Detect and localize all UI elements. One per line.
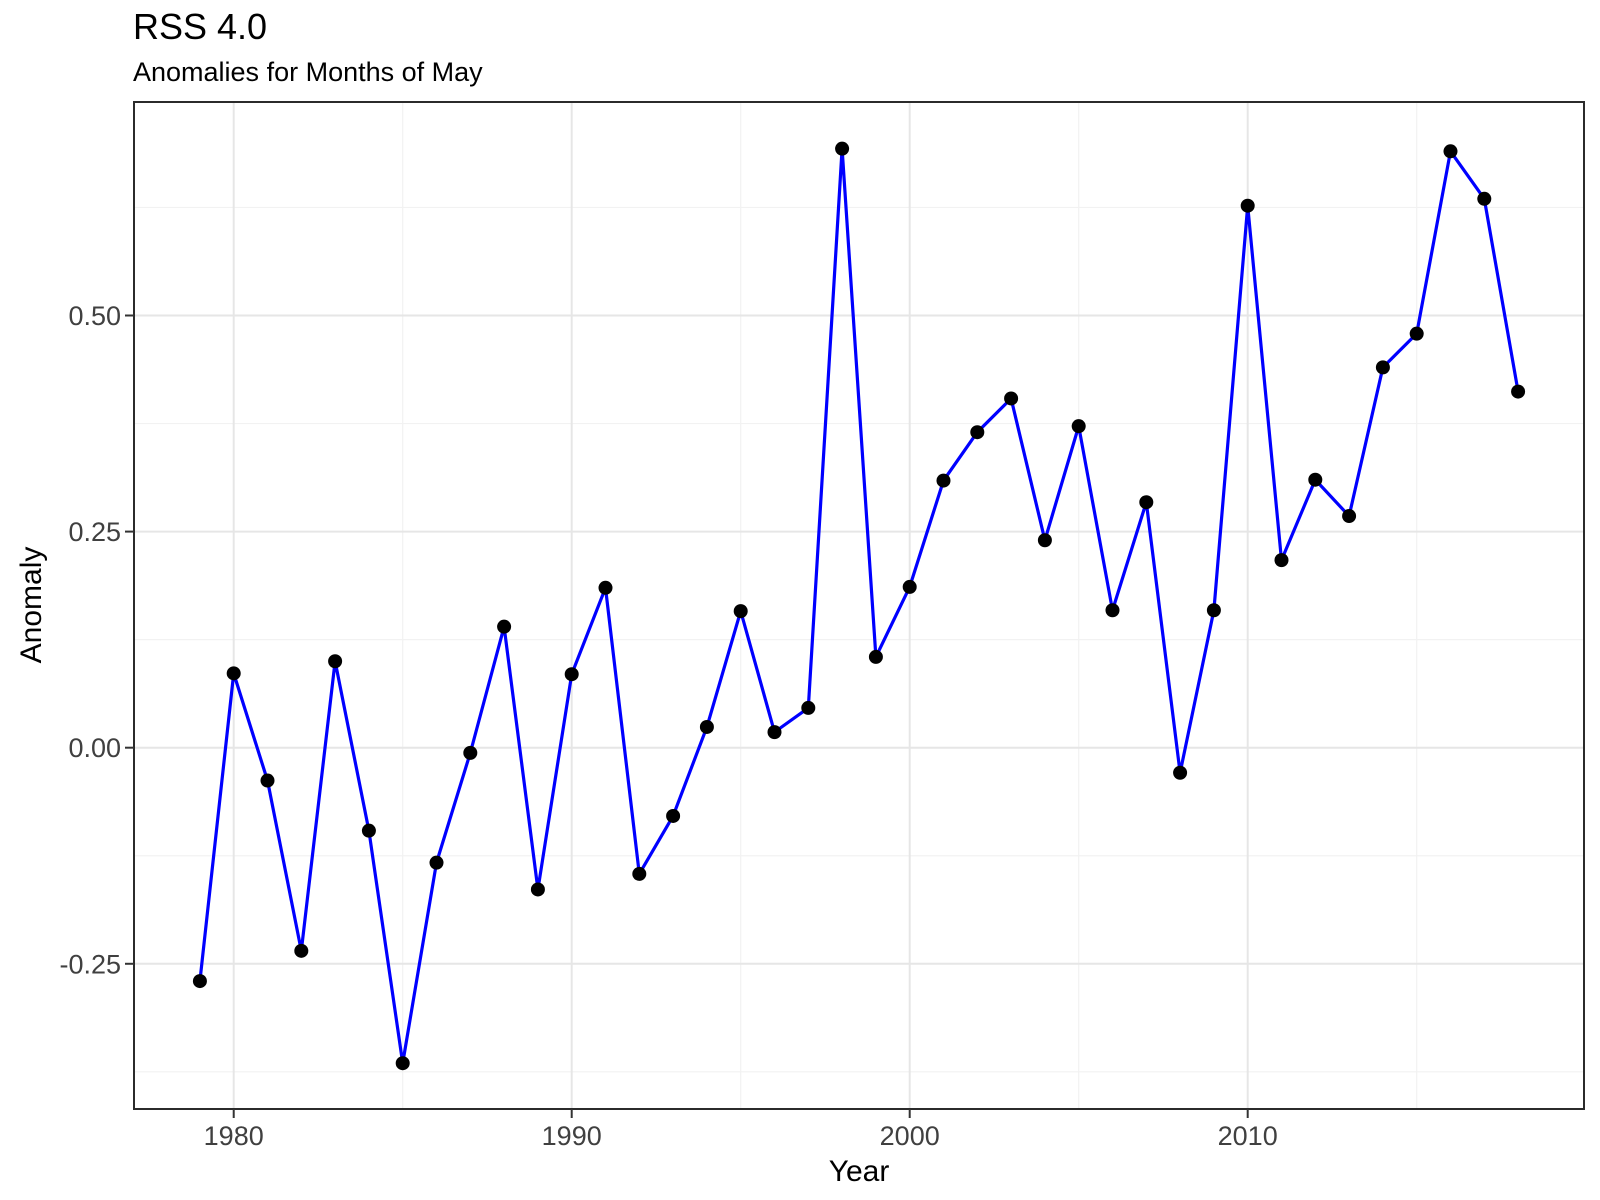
- data-point: [632, 866, 647, 881]
- data-point: [1342, 509, 1357, 524]
- data-point: [1443, 144, 1458, 159]
- data-point: [699, 719, 714, 734]
- data-point: [868, 649, 883, 664]
- x-tick-label: 2000: [880, 1121, 940, 1151]
- data-point: [1206, 603, 1221, 618]
- x-axis-title: Year: [828, 1155, 890, 1188]
- data-point: [564, 667, 579, 682]
- data-point: [463, 745, 478, 760]
- y-tick-label: -0.25: [59, 949, 121, 979]
- data-point: [733, 604, 748, 619]
- chart-subtitle: Anomalies for Months of May: [133, 57, 483, 87]
- data-point: [260, 773, 275, 788]
- data-point: [294, 943, 309, 958]
- y-axis-title: Anomaly: [15, 546, 48, 664]
- y-tick-label: 0.50: [68, 301, 121, 331]
- data-point: [1409, 326, 1424, 341]
- data-point: [902, 579, 917, 594]
- data-point: [1037, 533, 1052, 548]
- data-point: [801, 700, 816, 715]
- data-point: [328, 654, 343, 669]
- data-point: [1375, 360, 1390, 375]
- data-point: [936, 473, 951, 488]
- chart-title: RSS 4.0: [133, 6, 268, 47]
- x-tick-label: 2010: [1218, 1121, 1278, 1151]
- data-point: [497, 619, 512, 634]
- data-point: [1308, 472, 1323, 487]
- data-point: [1004, 391, 1019, 406]
- x-tick-label: 1980: [204, 1121, 264, 1151]
- data-point: [1139, 495, 1154, 510]
- data-point: [1071, 419, 1086, 434]
- data-point: [1511, 384, 1526, 399]
- data-point: [1173, 765, 1188, 780]
- data-point: [666, 808, 681, 823]
- data-point: [530, 882, 545, 897]
- data-point: [1274, 553, 1289, 568]
- data-point: [1240, 198, 1255, 213]
- data-point: [970, 425, 985, 440]
- data-point: [598, 580, 613, 595]
- data-point: [429, 855, 444, 870]
- data-point: [767, 725, 782, 740]
- panel-border: [133, 101, 1585, 1110]
- data-point: [835, 141, 850, 156]
- data-point: [395, 1056, 410, 1071]
- data-point: [361, 823, 376, 838]
- data-point: [192, 974, 207, 989]
- y-tick-label: 0.25: [68, 517, 121, 547]
- data-point: [1105, 603, 1120, 618]
- data-line: [198, 147, 1520, 1065]
- data-point: [1477, 191, 1492, 206]
- data-point: [226, 666, 241, 681]
- y-tick-label: 0.00: [68, 733, 121, 763]
- x-tick-label: 1990: [542, 1121, 602, 1151]
